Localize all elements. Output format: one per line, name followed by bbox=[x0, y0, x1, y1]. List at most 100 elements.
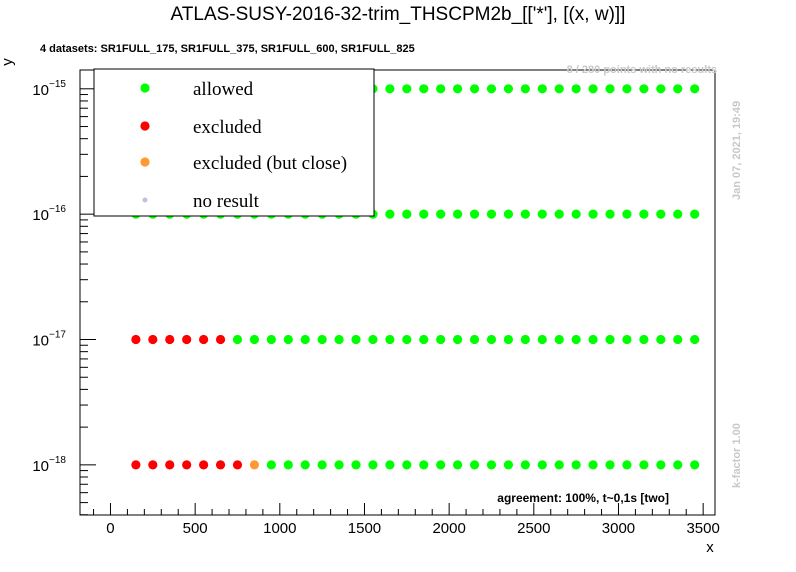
data-point bbox=[148, 460, 158, 470]
data-point bbox=[402, 84, 412, 94]
x-tick-label: 3500 bbox=[686, 520, 719, 537]
data-point bbox=[469, 460, 480, 470]
data-point bbox=[402, 460, 412, 470]
data-point bbox=[283, 334, 293, 345]
data-point bbox=[690, 460, 700, 470]
plot-frame bbox=[79, 69, 716, 516]
legend-marker bbox=[140, 157, 150, 167]
data-point bbox=[469, 334, 480, 345]
x-tick-label: 1000 bbox=[263, 520, 296, 537]
data-point bbox=[402, 334, 412, 345]
data-point bbox=[165, 460, 175, 470]
data-point bbox=[148, 334, 158, 345]
data-point bbox=[690, 334, 700, 345]
data-point bbox=[605, 84, 615, 94]
points-note: 8 / 280 points with no results bbox=[567, 64, 717, 76]
data-point bbox=[419, 460, 429, 470]
data-point bbox=[300, 334, 310, 345]
data-point bbox=[673, 209, 683, 219]
data-point bbox=[571, 460, 581, 470]
data-point bbox=[673, 460, 683, 470]
data-point bbox=[656, 460, 666, 470]
data-point bbox=[554, 334, 564, 345]
x-tick-label: 2000 bbox=[432, 520, 465, 537]
data-point bbox=[215, 334, 226, 345]
data-point bbox=[520, 84, 530, 94]
data-point bbox=[622, 460, 632, 470]
data-point bbox=[368, 334, 378, 345]
data-point bbox=[520, 209, 530, 219]
x-tick-label: 2500 bbox=[517, 520, 550, 537]
data-point bbox=[537, 460, 547, 470]
data-point bbox=[571, 209, 581, 219]
data-point bbox=[639, 460, 649, 470]
x-tick-label: 0 bbox=[106, 520, 114, 537]
data-point bbox=[199, 460, 209, 470]
data-point bbox=[486, 334, 497, 345]
data-point bbox=[436, 460, 446, 470]
data-point bbox=[436, 84, 446, 94]
data-point bbox=[317, 460, 327, 470]
data-point bbox=[503, 84, 514, 94]
data-point bbox=[571, 334, 581, 345]
data-point bbox=[334, 334, 344, 345]
data-point bbox=[486, 209, 497, 219]
legend-marker bbox=[140, 121, 150, 131]
data-point bbox=[571, 84, 581, 94]
data-point bbox=[266, 334, 276, 345]
x-tick-label: 1500 bbox=[348, 520, 381, 537]
data-point bbox=[249, 334, 260, 345]
data-point bbox=[622, 334, 632, 345]
data-point bbox=[283, 460, 293, 470]
data-point bbox=[656, 334, 666, 345]
y-axis: 10−18 10−17 10−16 10−15 bbox=[32, 79, 96, 516]
data-point bbox=[215, 460, 226, 470]
legend-marker bbox=[142, 197, 148, 203]
data-point bbox=[266, 460, 276, 470]
data-point bbox=[469, 84, 480, 94]
chart-title: ATLAS-SUSY-2016-32-trim_THSCPM2b_[['*'],… bbox=[171, 4, 626, 25]
data-point bbox=[199, 334, 209, 345]
data-point bbox=[486, 84, 497, 94]
data-point bbox=[402, 209, 412, 219]
x-tick-label: 3000 bbox=[602, 520, 635, 537]
y-tick-label: 10−16 bbox=[32, 204, 66, 224]
agreement-note: agreement: 100%, t~0,1s [two] bbox=[497, 491, 669, 505]
data-point bbox=[537, 84, 547, 94]
data-point bbox=[639, 334, 649, 345]
data-point bbox=[131, 334, 141, 345]
data-point bbox=[537, 334, 547, 345]
data-point bbox=[419, 209, 429, 219]
data-point bbox=[690, 84, 700, 94]
data-point bbox=[385, 334, 395, 345]
x-axis-label: x bbox=[706, 539, 714, 556]
legend-label: excluded (but close) bbox=[193, 153, 347, 174]
data-point bbox=[622, 84, 632, 94]
y-tick-label: 10−15 bbox=[32, 79, 66, 99]
data-point bbox=[673, 334, 683, 345]
data-point bbox=[656, 209, 666, 219]
data-point bbox=[622, 209, 632, 219]
data-point bbox=[486, 460, 497, 470]
data-point bbox=[520, 460, 530, 470]
data-point bbox=[656, 84, 666, 94]
data-point bbox=[503, 209, 514, 219]
data-point bbox=[368, 460, 378, 470]
data-point bbox=[588, 460, 598, 470]
data-point bbox=[588, 334, 598, 345]
data-point bbox=[419, 334, 429, 345]
data-point bbox=[537, 209, 547, 219]
data-point bbox=[605, 460, 615, 470]
data-point bbox=[554, 460, 564, 470]
data-point bbox=[605, 209, 615, 219]
data-point bbox=[503, 334, 514, 345]
legend-label: allowed bbox=[193, 79, 254, 100]
data-point bbox=[300, 460, 310, 470]
y-tick-label: 10−17 bbox=[32, 330, 66, 350]
x-axis: 0 500 1000 1500 2000 2500 3000 3500 bbox=[93, 503, 720, 537]
data-point bbox=[639, 84, 649, 94]
data-point bbox=[182, 460, 192, 470]
data-point bbox=[131, 460, 141, 470]
data-point bbox=[690, 209, 700, 219]
